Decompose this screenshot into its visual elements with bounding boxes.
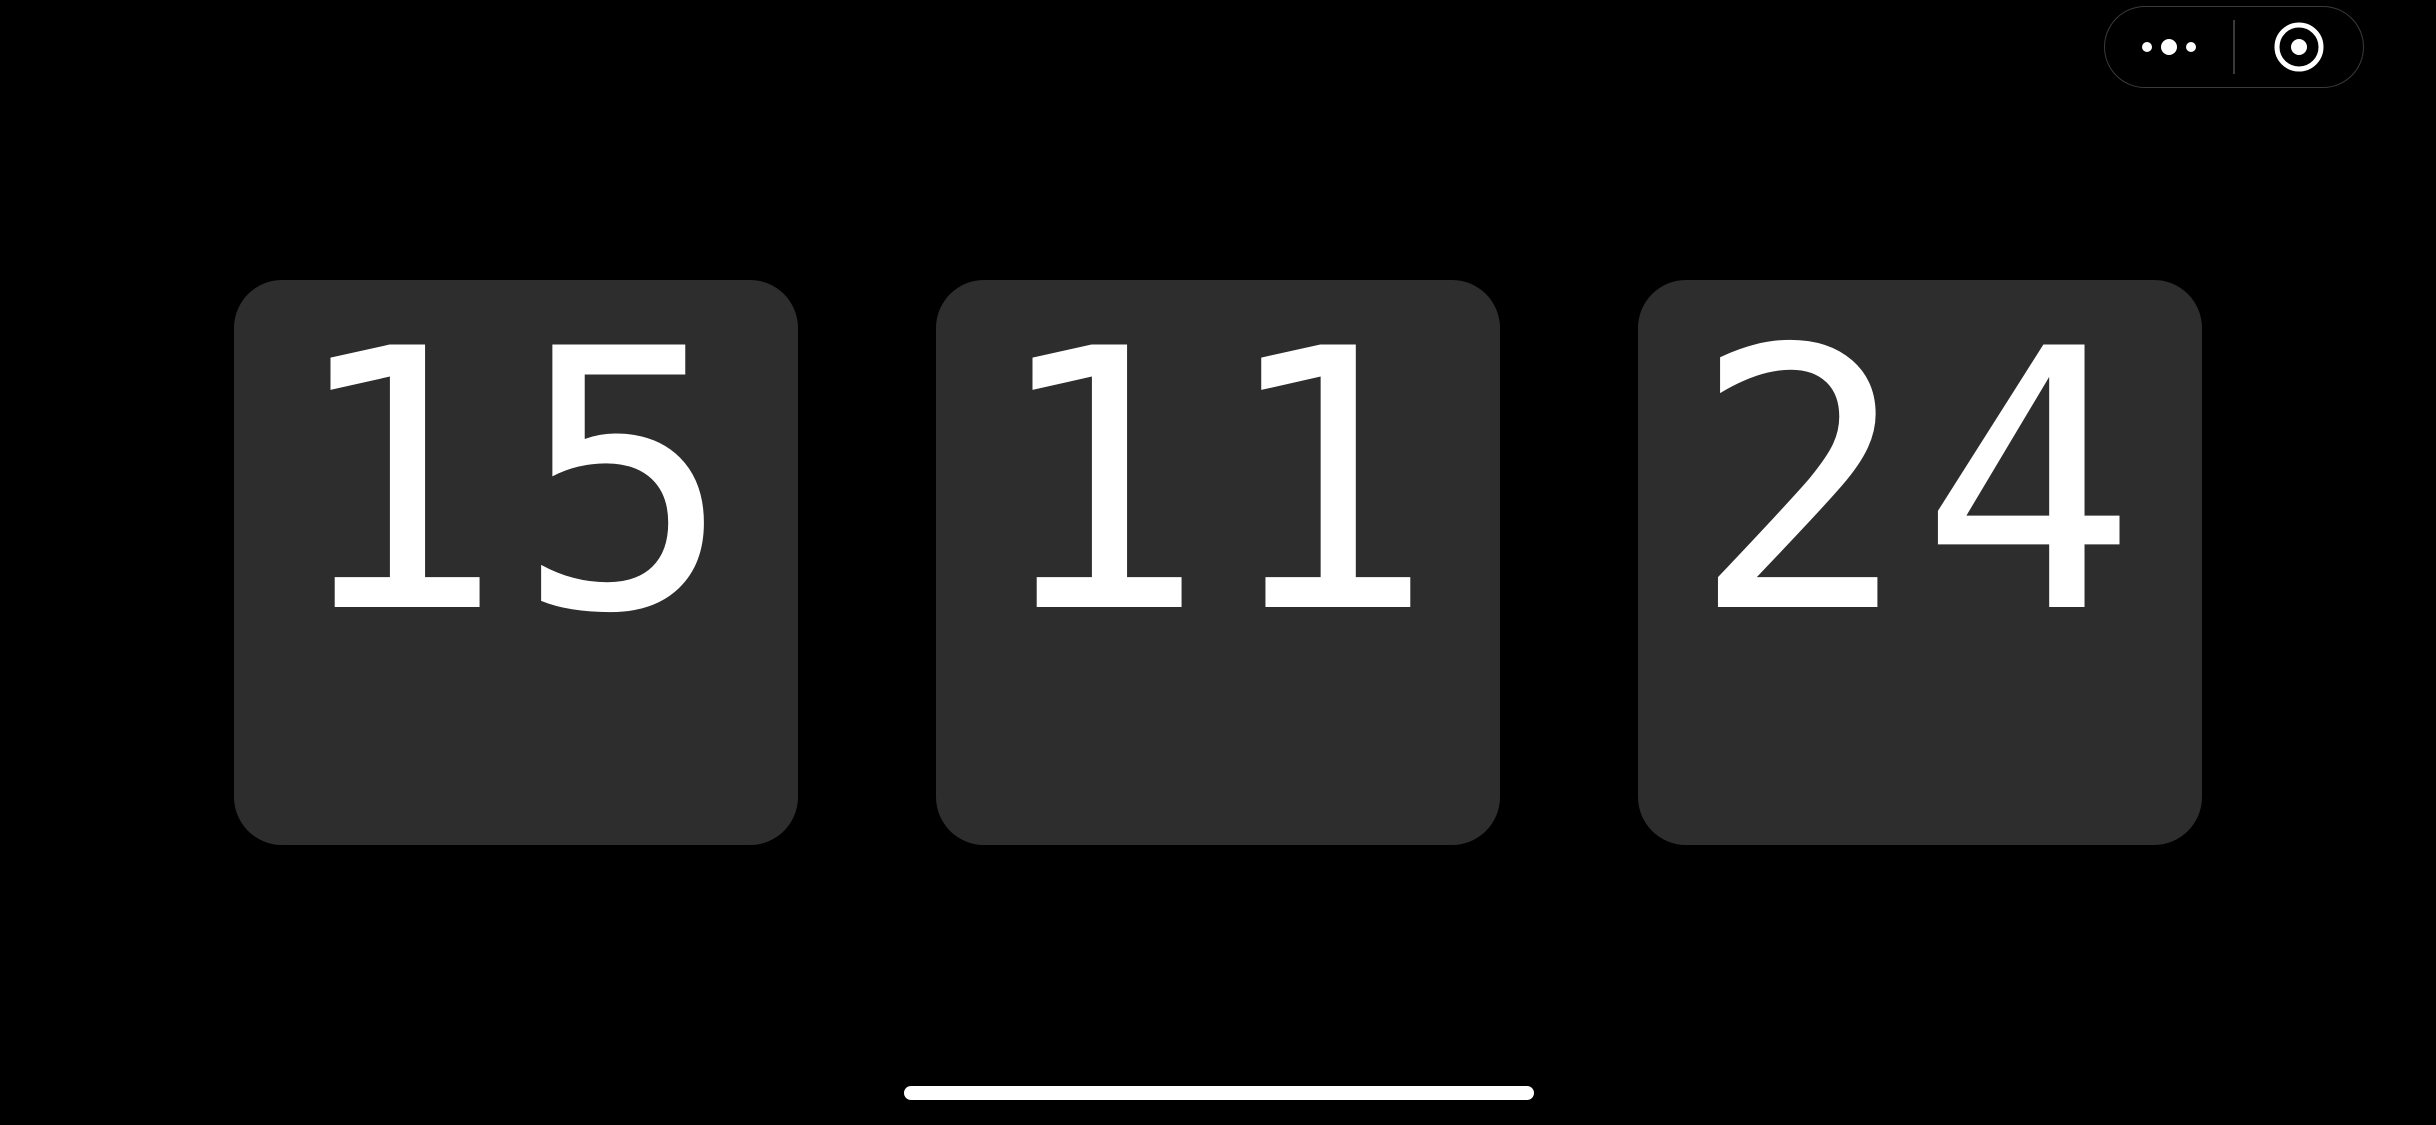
more-button[interactable] (2105, 7, 2233, 87)
seconds-digits: 24 (1691, 280, 2149, 692)
flip-clock: 15 11 24 (234, 280, 2202, 845)
seconds-card: 24 (1638, 280, 2202, 845)
hours-card: 15 (234, 280, 798, 845)
home-indicator[interactable] (904, 1086, 1534, 1100)
more-dots-icon-center (2161, 39, 2177, 55)
target-circle-icon (2274, 22, 2324, 72)
close-button[interactable] (2235, 7, 2363, 87)
capsule-divider (2233, 20, 2235, 74)
more-dots-icon (2142, 42, 2152, 52)
more-dots-icon-right (2186, 42, 2196, 52)
minutes-card: 11 (936, 280, 1500, 845)
mini-program-capsule (2104, 6, 2364, 88)
hours-digits: 15 (287, 280, 745, 692)
minutes-digits: 11 (989, 280, 1447, 692)
